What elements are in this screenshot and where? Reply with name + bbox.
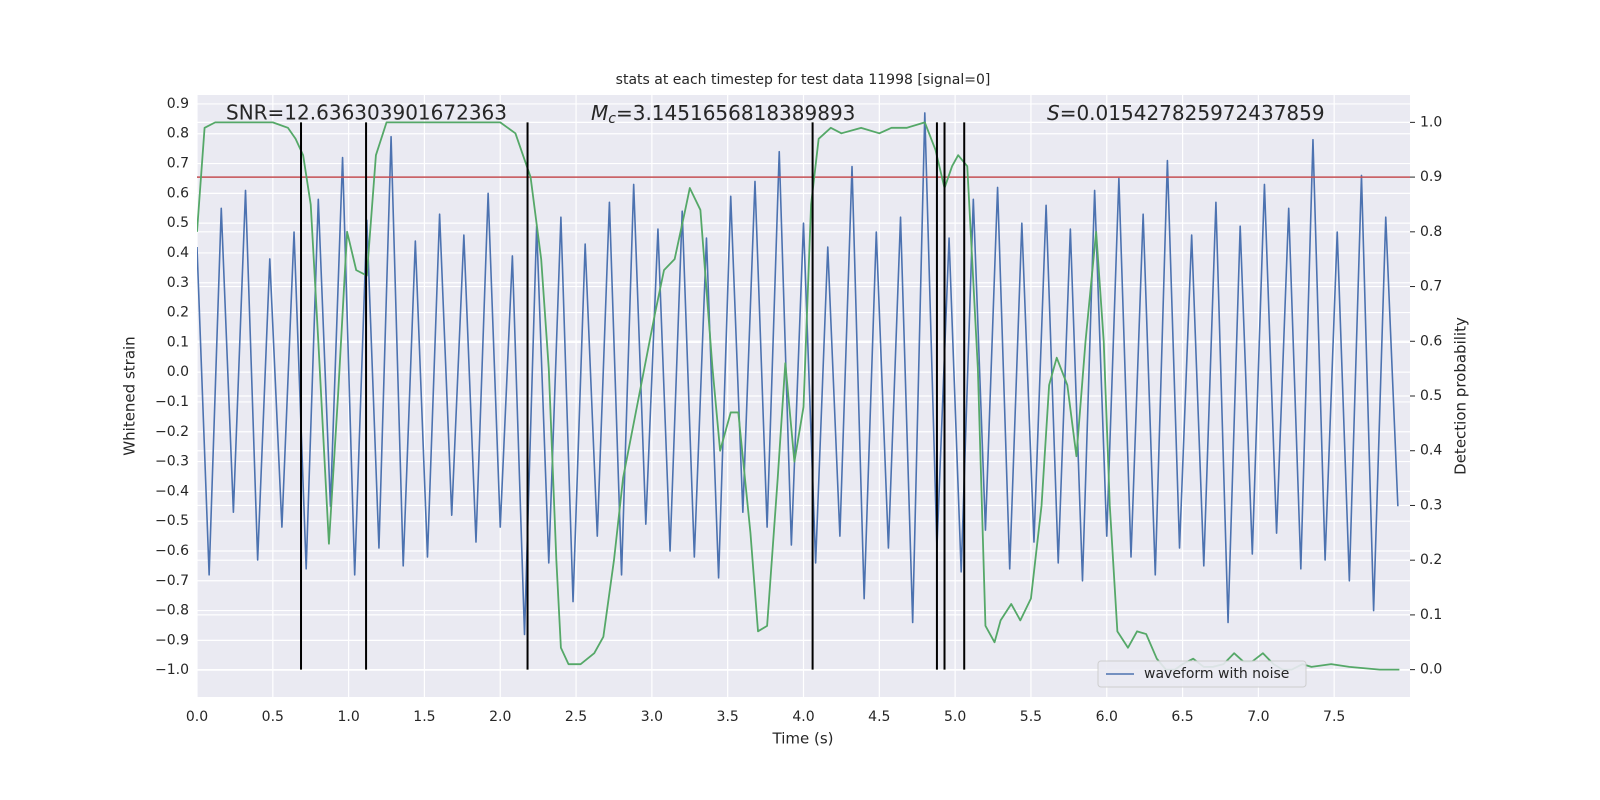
y-tick-label: 0.4	[167, 245, 189, 261]
x-tick-label: 2.0	[489, 709, 511, 725]
y-tick-label: −0.9	[155, 632, 189, 648]
x-tick-label: 6.5	[1171, 709, 1193, 725]
y2-tick-label: 0.7	[1420, 279, 1442, 295]
x-tick-label: 1.0	[337, 709, 359, 725]
x-tick-label: 1.5	[413, 709, 435, 725]
x-tick-label: 0.0	[186, 709, 208, 725]
legend-box	[1097, 660, 1307, 688]
y-tick-label: −0.2	[155, 424, 189, 440]
y2-tick-label: 0.1	[1420, 607, 1442, 623]
annotation-value: =0.015427825972437859	[1060, 101, 1325, 125]
y2-tick-label: 0.4	[1420, 443, 1442, 459]
x-tick-label: 2.5	[565, 709, 587, 725]
y-tick-label: 0.3	[167, 275, 189, 291]
y-tick-label: −0.5	[155, 513, 189, 529]
y2-tick-label: 0.2	[1420, 552, 1442, 568]
x-tick-label: 6.0	[1096, 709, 1118, 725]
y-tick-label: 0.5	[167, 215, 189, 231]
y2-tick-label: 0.5	[1420, 388, 1442, 404]
x-tick-label: 0.5	[262, 709, 284, 725]
x-tick-label: 4.0	[792, 709, 814, 725]
x-tick-label: 3.0	[641, 709, 663, 725]
annotation: S=0.015427825972437859	[1047, 101, 1325, 125]
annotation: SNR=12.636303901672363	[226, 101, 507, 125]
y-tick-label: −1.0	[155, 662, 189, 678]
y-axis-label: Whitened strain	[121, 336, 139, 455]
y-tick-label: 0.1	[167, 334, 189, 350]
y-tick-label: −0.8	[155, 603, 189, 619]
x-tick-label: 7.5	[1323, 709, 1345, 725]
y2-tick-label: 0.0	[1420, 662, 1442, 678]
y2-tick-label: 0.6	[1420, 333, 1442, 349]
y-tick-label: 0.0	[167, 364, 189, 380]
x-tick-label: 5.0	[944, 709, 966, 725]
x-axis-label: Time (s)	[772, 730, 834, 748]
x-tick-label: 7.0	[1247, 709, 1269, 725]
y-tick-label: −0.3	[155, 454, 189, 470]
x-tick-label: 5.5	[1020, 709, 1042, 725]
waveform-line	[197, 112, 1399, 636]
y2-tick-label: 1.0	[1420, 114, 1442, 130]
annotation-subscript: c	[608, 111, 616, 127]
annotation-symbol: M	[591, 101, 608, 125]
y-tick-label: 0.6	[167, 185, 189, 201]
y-tick-label: 0.9	[167, 96, 189, 112]
x-tick-label: 3.5	[717, 709, 739, 725]
x-tick-label: 4.5	[868, 709, 890, 725]
y-tick-label: 0.8	[167, 126, 189, 142]
y-tick-label: 0.7	[167, 156, 189, 172]
y2-tick-label: 0.8	[1420, 224, 1442, 240]
chart-title: stats at each timestep for test data 119…	[616, 72, 991, 88]
annotation-symbol: S	[1047, 101, 1060, 125]
annotation: Mc=3.1451656818389893	[591, 101, 855, 128]
y-tick-label: −0.7	[155, 573, 189, 589]
y-tick-label: −0.4	[155, 483, 189, 499]
y2-axis-label: Detection probability	[1452, 317, 1470, 475]
y-tick-label: −0.6	[155, 543, 189, 559]
annotation-value: =3.1451656818389893	[616, 101, 855, 125]
y-tick-label: −0.1	[155, 394, 189, 410]
legend-label: waveform with noise	[1144, 666, 1289, 682]
y2-tick-label: 0.3	[1420, 497, 1442, 513]
y2-tick-label: 0.9	[1420, 169, 1442, 185]
y-tick-label: 0.2	[167, 305, 189, 321]
